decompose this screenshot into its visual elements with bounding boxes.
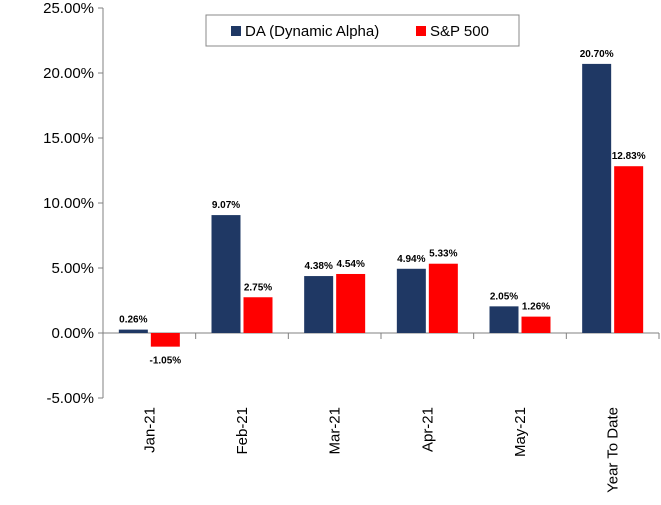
data-label-sp500: 1.26% bbox=[522, 302, 550, 313]
category-label: Mar-21 bbox=[327, 407, 344, 455]
category-label: Apr-21 bbox=[419, 407, 436, 452]
data-label-sp500: 5.33% bbox=[429, 249, 457, 260]
bar-da bbox=[211, 215, 241, 333]
y-tick-label: 25.00% bbox=[43, 0, 94, 17]
bar-sp500 bbox=[150, 333, 180, 347]
data-label-da: 9.07% bbox=[212, 200, 240, 211]
category-label: Jan-21 bbox=[141, 407, 158, 453]
y-tick-label: -5.00% bbox=[46, 390, 94, 407]
legend-label-da: DA (Dynamic Alpha) bbox=[245, 23, 379, 40]
bar-sp500 bbox=[243, 297, 273, 333]
y-tick-label: 15.00% bbox=[43, 130, 94, 147]
bar-da bbox=[582, 63, 612, 334]
bar-sp500 bbox=[521, 316, 551, 333]
bar-sp500 bbox=[336, 273, 366, 333]
data-labels: 0.26% -1.05% 9.07% 2.75% 4.38% 4.54% 4.94% 5.33… bbox=[119, 49, 646, 367]
legend-label-sp500: S&P 500 bbox=[430, 23, 489, 40]
data-label-sp500: 4.54% bbox=[336, 259, 364, 270]
legend-swatch-sp500 bbox=[416, 26, 426, 36]
y-tick-label: 10.00% bbox=[43, 195, 94, 212]
y-tick-label: 5.00% bbox=[51, 260, 94, 277]
data-label-sp500: -1.05% bbox=[149, 356, 181, 367]
data-label-da: 2.05% bbox=[490, 291, 518, 302]
bar-sp500 bbox=[428, 263, 458, 333]
bar-sp500 bbox=[614, 166, 644, 333]
y-tick-label: 20.00% bbox=[43, 65, 94, 82]
category-label: Feb-21 bbox=[234, 407, 251, 455]
category-label: May-21 bbox=[512, 407, 529, 457]
data-label-sp500: 2.75% bbox=[244, 282, 272, 293]
data-label-sp500: 12.83% bbox=[612, 151, 646, 162]
data-label-da: 4.94% bbox=[397, 254, 425, 265]
data-label-da: 0.26% bbox=[119, 315, 147, 326]
legend-swatch-da bbox=[231, 26, 241, 36]
legend-box bbox=[205, 14, 520, 47]
bar-da bbox=[304, 276, 334, 333]
category-label: Year To Date bbox=[605, 407, 622, 493]
data-label-da: 20.70% bbox=[580, 49, 614, 60]
bar-da bbox=[118, 329, 148, 333]
axes: 25.00% 20.00% 15.00% 10.00% 5.00% 0.00% -5.00%… bbox=[43, 0, 660, 493]
y-tick-label: 0.00% bbox=[51, 325, 94, 342]
legend: DA (Dynamic Alpha) S&P 500 bbox=[205, 14, 520, 47]
data-label-da: 4.38% bbox=[304, 261, 332, 272]
bar-da bbox=[396, 268, 426, 333]
bar-da bbox=[489, 306, 519, 333]
bars bbox=[118, 63, 644, 347]
